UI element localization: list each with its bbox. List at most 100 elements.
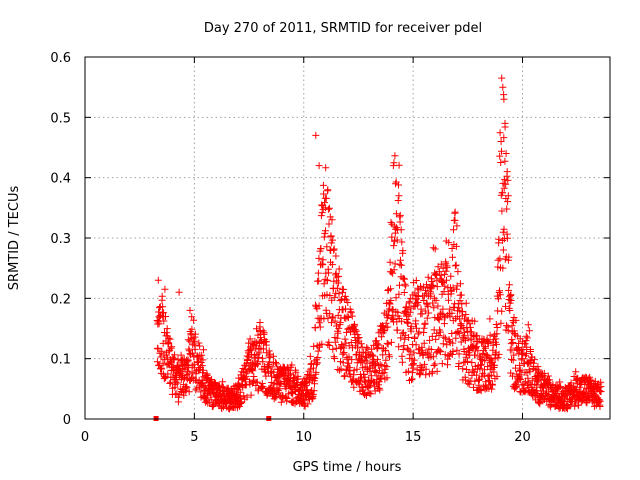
data-point — [562, 392, 570, 400]
data-point — [178, 386, 186, 393]
data-point — [390, 266, 398, 274]
data-point — [516, 376, 524, 383]
data-point — [315, 302, 323, 310]
data-point — [318, 340, 326, 348]
data-point — [500, 184, 508, 192]
data-point — [167, 344, 175, 352]
data-point — [521, 340, 529, 348]
data-point — [384, 323, 392, 331]
data-point — [481, 356, 489, 364]
data-point — [269, 384, 277, 392]
data-point — [173, 379, 181, 387]
data-point — [523, 334, 531, 342]
data-point — [500, 95, 508, 103]
data-point — [329, 236, 337, 244]
data-point — [493, 330, 501, 338]
data-point — [395, 181, 402, 189]
data-point — [401, 335, 409, 343]
data-point — [387, 285, 395, 293]
data-point — [340, 349, 348, 357]
data-point — [317, 245, 325, 253]
data-point — [277, 398, 285, 406]
data-point — [386, 353, 393, 361]
data-point — [423, 301, 431, 309]
data-point — [450, 226, 457, 234]
data-point — [184, 336, 192, 344]
data-point — [325, 342, 333, 349]
data-point — [505, 286, 513, 294]
data-point — [395, 343, 403, 351]
y-tick-label: 0.6 — [50, 51, 71, 66]
data-point — [331, 355, 338, 362]
data-point — [168, 343, 176, 351]
data-point — [465, 380, 473, 388]
data-point — [443, 276, 450, 284]
data-point — [199, 356, 207, 364]
data-point — [408, 369, 416, 377]
data-point — [335, 290, 343, 298]
data-point — [505, 281, 513, 289]
data-point — [509, 356, 517, 364]
y-axis-label: SRMTID / TECUs — [7, 186, 22, 291]
data-point — [387, 338, 395, 346]
data-point — [426, 336, 434, 344]
data-point — [433, 367, 441, 375]
data-point — [503, 234, 511, 242]
data-point — [420, 324, 428, 332]
data-point — [289, 399, 297, 407]
data-point — [493, 372, 501, 380]
data-point — [474, 347, 482, 355]
data-point — [212, 379, 220, 387]
data-point — [352, 327, 360, 335]
data-point — [519, 345, 527, 353]
data-point — [502, 150, 510, 157]
y-tick-label: 0.1 — [50, 353, 71, 368]
data-point — [160, 309, 168, 317]
data-point — [259, 383, 267, 391]
data-point — [336, 366, 344, 374]
data-point — [440, 320, 448, 328]
data-point — [158, 347, 166, 355]
data-point — [188, 375, 195, 382]
data-point — [446, 305, 454, 313]
data-point — [500, 225, 508, 233]
data-point — [449, 339, 457, 347]
data-point — [404, 319, 412, 327]
data-point — [503, 168, 511, 176]
data-point — [439, 340, 447, 348]
data-point — [320, 233, 328, 241]
data-point — [400, 289, 408, 296]
data-point — [448, 351, 456, 358]
data-point — [477, 361, 485, 369]
data-point — [382, 319, 390, 327]
data-point — [241, 374, 249, 382]
data-point — [380, 369, 388, 377]
data-point — [484, 340, 492, 348]
data-point — [263, 338, 270, 346]
data-point — [479, 349, 487, 357]
data-point — [154, 318, 162, 326]
data-point — [163, 325, 171, 333]
data-point — [322, 227, 329, 235]
data-point — [344, 314, 352, 321]
data-point — [315, 162, 323, 170]
data-point — [354, 344, 361, 352]
data-point — [397, 256, 404, 264]
data-point — [160, 317, 168, 325]
data-point — [358, 352, 366, 360]
data-point — [325, 220, 333, 228]
y-tick-label: 0 — [63, 413, 71, 428]
data-point — [317, 212, 325, 220]
data-point — [455, 330, 463, 338]
data-point — [383, 339, 391, 347]
data-point — [421, 319, 429, 327]
data-point — [300, 401, 308, 409]
data-point — [567, 401, 575, 409]
data-point — [333, 284, 341, 292]
data-point — [310, 342, 318, 350]
data-point — [408, 376, 415, 384]
data-point — [185, 388, 193, 396]
data-point — [322, 164, 330, 172]
data-point — [452, 261, 460, 269]
